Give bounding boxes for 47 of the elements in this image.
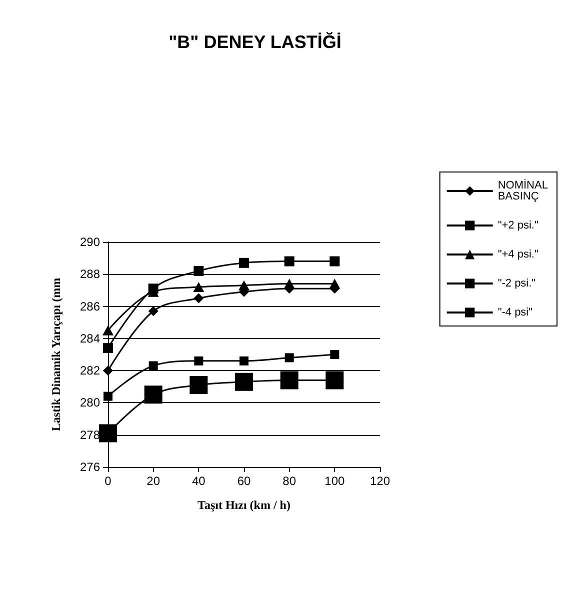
chart-title: "B" DENEY LASTİĞİ xyxy=(168,32,342,52)
point xyxy=(102,325,114,336)
point xyxy=(239,258,249,268)
x-axis-title: Taşıt Hızı (km / h) xyxy=(198,498,290,512)
x-tick-label: 80 xyxy=(282,474,296,488)
point xyxy=(235,372,253,391)
point xyxy=(194,266,204,276)
point xyxy=(148,361,158,370)
y-tick-label: 286 xyxy=(80,299,100,314)
point xyxy=(103,343,113,354)
point xyxy=(238,280,250,290)
point xyxy=(194,293,204,304)
point xyxy=(326,371,344,390)
y-axis-title: Lastik Dinamik Yarıçapı (mm xyxy=(49,278,63,432)
y-tick-label: 276 xyxy=(80,460,100,474)
y-tick-label: 284 xyxy=(80,331,100,346)
point xyxy=(193,282,204,292)
legend-label: "-4 psi" xyxy=(498,306,533,318)
point xyxy=(284,256,294,266)
legend-label: "+4 psi." xyxy=(498,248,538,260)
y-tick-label: 290 xyxy=(80,235,100,249)
point xyxy=(329,278,340,289)
point xyxy=(240,356,248,366)
legend-label: "-2 psi." xyxy=(498,278,536,290)
point xyxy=(330,350,340,359)
point xyxy=(280,371,298,390)
x-tick-label: 120 xyxy=(370,474,390,488)
x-tick-label: 60 xyxy=(237,474,251,488)
point xyxy=(284,353,294,362)
x-tick-label: 0 xyxy=(104,474,112,488)
y-tick-label: 288 xyxy=(80,267,100,282)
x-tick-label: 40 xyxy=(192,474,206,488)
legend-label: "+2 psi." xyxy=(498,220,538,232)
point xyxy=(190,376,208,394)
y-tick-label: 278 xyxy=(80,428,100,442)
x-tick-label: 100 xyxy=(324,474,345,488)
point xyxy=(330,256,340,266)
point xyxy=(284,278,295,289)
point xyxy=(144,386,162,404)
point xyxy=(194,356,204,366)
point xyxy=(99,424,117,442)
point xyxy=(148,306,158,316)
legend-label: NOMİNAL BASINÇ xyxy=(498,178,551,202)
y-tick-label: 280 xyxy=(80,396,100,410)
y-tick-label: 282 xyxy=(80,364,100,378)
x-tick-label: 20 xyxy=(146,474,160,488)
point xyxy=(103,366,113,376)
